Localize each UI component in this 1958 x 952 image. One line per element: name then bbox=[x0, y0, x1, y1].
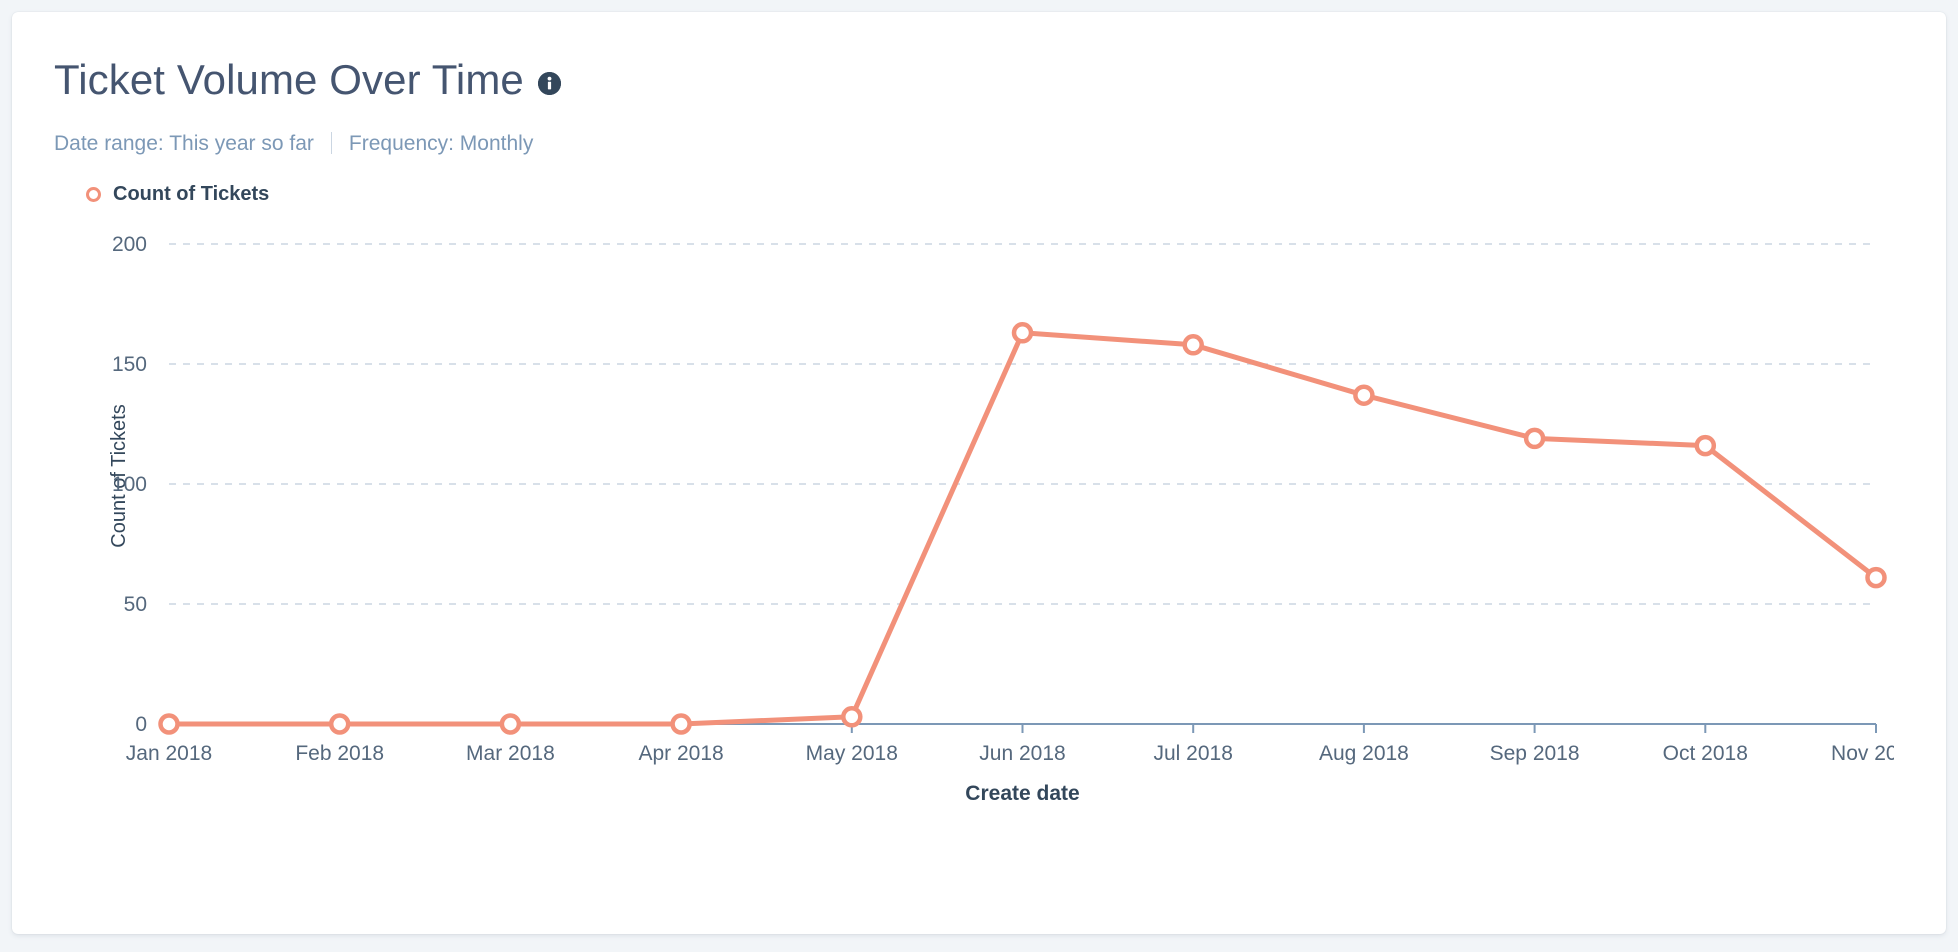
line-chart[interactable]: 0 50 100 150 200 Jan 2018 Feb 2018 Mar 2018 Apr … bbox=[54, 226, 1894, 886]
x-tick-label: May 2018 bbox=[806, 742, 898, 765]
x-tick-label: Mar 2018 bbox=[466, 742, 555, 765]
x-axis-title: Create date bbox=[965, 782, 1079, 805]
x-tick-label: Apr 2018 bbox=[638, 742, 723, 765]
y-tick-label: 0 bbox=[135, 713, 147, 736]
data-point[interactable] bbox=[1182, 334, 1204, 356]
x-tick-label: Feb 2018 bbox=[295, 742, 384, 765]
date-range-label: Date range: This year so far bbox=[54, 131, 314, 155]
meta-divider bbox=[330, 132, 332, 154]
y-tick-label: 100 bbox=[112, 473, 147, 496]
chart-card: Ticket Volume Over Time Date range: This… bbox=[12, 12, 1946, 934]
x-tick-label: Oct 2018 bbox=[1663, 742, 1748, 765]
data-point[interactable] bbox=[841, 706, 863, 728]
x-tick-label: Jul 2018 bbox=[1153, 742, 1232, 765]
data-point[interactable] bbox=[1694, 434, 1717, 457]
data-point[interactable] bbox=[1523, 427, 1546, 450]
y-tick-label: 50 bbox=[124, 593, 147, 616]
frequency-label: Frequency: Monthly bbox=[348, 131, 534, 155]
info-icon[interactable] bbox=[537, 71, 561, 95]
x-tick-label: Jan 2018 bbox=[126, 742, 212, 765]
x-tick-label: Nov 2018 bbox=[1831, 742, 1894, 765]
data-point[interactable] bbox=[499, 713, 522, 735]
x-tick-label: Jun 2018 bbox=[979, 742, 1065, 765]
legend-marker-icon bbox=[86, 186, 101, 202]
chart-legend: Count of Tickets bbox=[86, 184, 1898, 204]
data-point[interactable] bbox=[1353, 384, 1375, 406]
page-title: Ticket Volume Over Time bbox=[54, 56, 524, 103]
x-tick-label: Aug 2018 bbox=[1319, 742, 1409, 765]
chart-meta: Date range: This year so far Frequency: … bbox=[54, 132, 1898, 154]
data-point[interactable] bbox=[1011, 322, 1034, 344]
y-tick-label: 150 bbox=[112, 353, 147, 376]
legend-item-label[interactable]: Count of Tickets bbox=[113, 183, 270, 205]
chart-plot-area: Count of Tickets 0 50 100 150 200 Jan 2018 Feb… bbox=[54, 226, 1894, 886]
y-tick-label: 200 bbox=[112, 233, 147, 256]
series-line bbox=[166, 330, 1879, 727]
data-point[interactable] bbox=[158, 713, 180, 735]
card-header: Ticket Volume Over Time bbox=[54, 52, 1898, 108]
data-point[interactable] bbox=[328, 713, 351, 735]
data-point[interactable] bbox=[1865, 566, 1887, 589]
x-tick-label: Sep 2018 bbox=[1490, 742, 1580, 765]
data-point[interactable] bbox=[670, 713, 692, 735]
